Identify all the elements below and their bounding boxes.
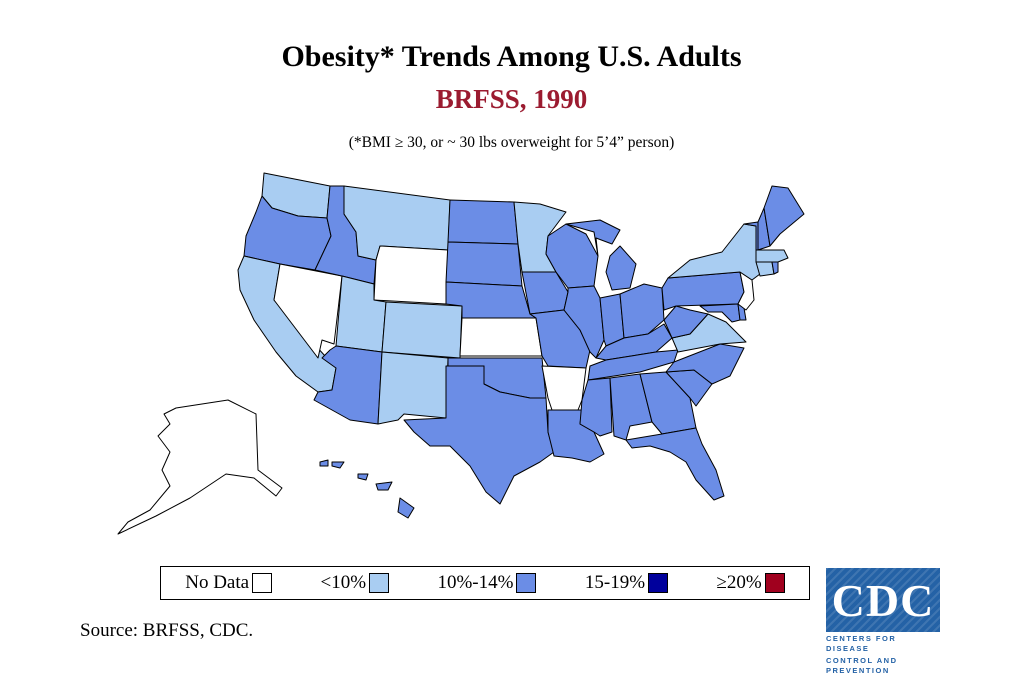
state-MS: [579, 377, 613, 437]
state-MI-lower: [605, 245, 637, 291]
legend-item-no-data: No Data: [185, 572, 273, 594]
legend-item-ge20: ≥20%: [717, 572, 785, 594]
map-subtitle: BRFSS, 1990: [435, 84, 588, 114]
state-NC: [665, 343, 745, 385]
legend-swatch: [516, 573, 537, 593]
state-SD: [445, 241, 523, 287]
bmi-note: (*BMI ≥ 30, or ~ 30 lbs overweight for 5…: [348, 134, 675, 151]
state-NM: [377, 351, 449, 425]
state-MI: [565, 219, 621, 257]
state-HI-2: [331, 461, 345, 469]
state-NY: [667, 223, 761, 281]
state-FL: [625, 427, 725, 501]
source-note: Source: BRFSS, CDC.: [80, 620, 254, 641]
state-TN: [587, 349, 679, 381]
legend-swatch: [369, 573, 390, 593]
legend-item-lt10: <10%: [321, 572, 390, 594]
map-title: Obesity* Trends Among U.S. Adults: [281, 40, 742, 73]
state-IL: [563, 285, 605, 359]
legend-swatch: [252, 573, 273, 593]
legend: No Data <10% 10%-14% 15-19% ≥20%: [160, 566, 810, 600]
legend-item-15-19: 15-19%: [584, 572, 669, 594]
state-HI-1: [319, 459, 329, 467]
cdc-logo-mark: CDC: [826, 568, 940, 632]
state-ME: [763, 185, 805, 247]
legend-swatch: [764, 573, 785, 593]
state-ND: [447, 199, 519, 245]
legend-label: 10%-14%: [437, 572, 514, 593]
state-VT: [743, 221, 759, 251]
us-obesity-map: [117, 172, 805, 535]
legend-item-10-14: 10%-14%: [437, 572, 537, 594]
state-WY: [373, 245, 449, 305]
legend-swatch: [648, 573, 669, 593]
state-HI-3: [357, 473, 369, 481]
state-AK: [117, 399, 283, 535]
legend-label: 15-19%: [584, 572, 646, 593]
state-CO: [381, 301, 463, 359]
legend-label: No Data: [185, 572, 250, 593]
state-KS: [459, 317, 543, 357]
legend-label: <10%: [320, 572, 367, 593]
cdc-logo-line2: CONTROL AND PREVENTION: [826, 656, 898, 675]
cdc-logo-line1: CENTERS FOR DISEASE: [826, 634, 897, 653]
legend-label: ≥20%: [716, 572, 762, 593]
cdc-logo: CDC CENTERS FOR DISEASE CONTROL AND PREV…: [826, 568, 940, 675]
state-HI-5: [397, 497, 415, 519]
state-AR: [541, 365, 587, 411]
state-TX: [403, 365, 555, 505]
state-HI-4: [375, 481, 393, 491]
state-MA: [755, 249, 789, 263]
